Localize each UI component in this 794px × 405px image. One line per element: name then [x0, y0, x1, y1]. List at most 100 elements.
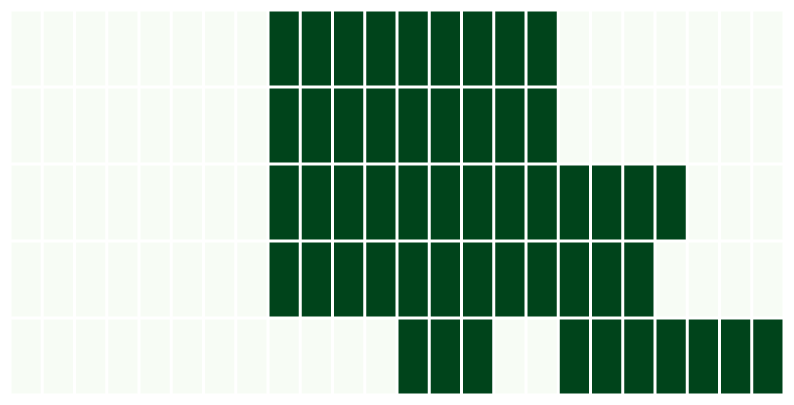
heatmap-cell-r0-c15 [495, 11, 525, 86]
heatmap-cell-r1-c1 [43, 88, 73, 163]
heatmap-cell-r4-c21 [688, 319, 718, 394]
heatmap-cell-r4-c18 [592, 319, 622, 394]
heatmap-cell-r3-c21 [688, 242, 718, 317]
heatmap-cell-r3-c22 [721, 242, 751, 317]
heatmap-cell-r4-c12 [398, 319, 428, 394]
heatmap-cell-r2-c14 [463, 165, 493, 240]
heatmap-cell-r4-c10 [334, 319, 364, 394]
heatmap-cell-r4-c7 [237, 319, 267, 394]
heatmap-cell-r2-c20 [656, 165, 686, 240]
heatmap-cell-r1-c16 [527, 88, 557, 163]
heatmap-cell-r1-c6 [205, 88, 235, 163]
heatmap-cell-r1-c18 [592, 88, 622, 163]
heatmap-cell-r0-c18 [592, 11, 622, 86]
heatmap-cell-r2-c4 [140, 165, 170, 240]
heatmap-cell-r4-c17 [559, 319, 589, 394]
heatmap-cell-r3-c11 [366, 242, 396, 317]
heatmap-cell-r4-c0 [11, 319, 41, 394]
heatmap-cell-r2-c5 [172, 165, 202, 240]
heatmap-cell-r0-c14 [463, 11, 493, 86]
heatmap-cell-r0-c8 [269, 11, 299, 86]
heatmap-cell-r1-c9 [301, 88, 331, 163]
heatmap-cell-r2-c16 [527, 165, 557, 240]
heatmap-cell-r2-c7 [237, 165, 267, 240]
heatmap-cell-r4-c11 [366, 319, 396, 394]
heatmap-cell-r4-c1 [43, 319, 73, 394]
heatmap-cell-r0-c22 [721, 11, 751, 86]
heatmap-cell-r4-c9 [301, 319, 331, 394]
heatmap-cell-r2-c10 [334, 165, 364, 240]
heatmap-cell-r2-c2 [76, 165, 106, 240]
heatmap-cell-r1-c4 [140, 88, 170, 163]
heatmap-cell-r0-c17 [559, 11, 589, 86]
heatmap-cell-r3-c17 [559, 242, 589, 317]
heatmap-cell-r0-c11 [366, 11, 396, 86]
heatmap-cell-r2-c18 [592, 165, 622, 240]
heatmap-cell-r3-c20 [656, 242, 686, 317]
heatmap-cell-r1-c17 [559, 88, 589, 163]
heatmap-cell-r0-c21 [688, 11, 718, 86]
heatmap-cell-r4-c14 [463, 319, 493, 394]
heatmap-cell-r3-c9 [301, 242, 331, 317]
heatmap-cell-r3-c1 [43, 242, 73, 317]
heatmap-cell-r4-c13 [430, 319, 460, 394]
heatmap-cell-r2-c0 [11, 165, 41, 240]
heatmap-cell-r1-c21 [688, 88, 718, 163]
heatmap-cell-r1-c14 [463, 88, 493, 163]
heatmap-cell-r4-c22 [721, 319, 751, 394]
heatmap-cell-r0-c3 [108, 11, 138, 86]
heatmap-cell-r0-c20 [656, 11, 686, 86]
heatmap-cell-r1-c15 [495, 88, 525, 163]
heatmap-cell-r2-c8 [269, 165, 299, 240]
heatmap-cell-r4-c20 [656, 319, 686, 394]
heatmap-cell-r1-c2 [76, 88, 106, 163]
heatmap-cell-r0-c5 [172, 11, 202, 86]
heatmap-cell-r0-c7 [237, 11, 267, 86]
heatmap-cell-r2-c11 [366, 165, 396, 240]
heatmap-cell-r3-c8 [269, 242, 299, 317]
heatmap-cell-r3-c3 [108, 242, 138, 317]
heatmap-cell-r3-c10 [334, 242, 364, 317]
heatmap-cell-r1-c22 [721, 88, 751, 163]
heatmap-cell-r4-c2 [76, 319, 106, 394]
heatmap-cell-r4-c6 [205, 319, 235, 394]
heatmap-cell-r0-c0 [11, 11, 41, 86]
heatmap-cell-r1-c10 [334, 88, 364, 163]
heatmap-cell-r4-c5 [172, 319, 202, 394]
heatmap-cell-r2-c22 [721, 165, 751, 240]
heatmap-cell-r3-c4 [140, 242, 170, 317]
heatmap-cell-r4-c19 [624, 319, 654, 394]
heatmap-cell-r4-c16 [527, 319, 557, 394]
heatmap-cell-r3-c19 [624, 242, 654, 317]
heatmap-cell-r0-c23 [753, 11, 783, 86]
heatmap-cell-r3-c0 [11, 242, 41, 317]
heatmap-cell-r3-c13 [430, 242, 460, 317]
heatmap-cell-r0-c13 [430, 11, 460, 86]
heatmap-cell-r4-c8 [269, 319, 299, 394]
heatmap-cell-r4-c23 [753, 319, 783, 394]
heatmap-cell-r2-c13 [430, 165, 460, 240]
heatmap-cell-r1-c0 [11, 88, 41, 163]
heatmap-cell-r3-c15 [495, 242, 525, 317]
heatmap-cell-r0-c16 [527, 11, 557, 86]
heatmap-cell-r3-c7 [237, 242, 267, 317]
heatmap-cell-r1-c13 [430, 88, 460, 163]
heatmap-cell-r2-c1 [43, 165, 73, 240]
heatmap-cell-r3-c16 [527, 242, 557, 317]
heatmap-cell-r2-c12 [398, 165, 428, 240]
heatmap-cell-r2-c19 [624, 165, 654, 240]
heatmap-cell-r1-c11 [366, 88, 396, 163]
heatmap-cell-r1-c12 [398, 88, 428, 163]
heatmap-cell-r0-c4 [140, 11, 170, 86]
heatmap-cell-r0-c9 [301, 11, 331, 86]
heatmap-cell-r3-c14 [463, 242, 493, 317]
heatmap-cell-r2-c23 [753, 165, 783, 240]
heatmap-cell-r1-c19 [624, 88, 654, 163]
heatmap-cell-r1-c7 [237, 88, 267, 163]
heatmap-cell-r0-c2 [76, 11, 106, 86]
heatmap-cell-r4-c3 [108, 319, 138, 394]
heatmap-cell-r3-c2 [76, 242, 106, 317]
heatmap-cell-r1-c3 [108, 88, 138, 163]
heatmap-cell-r3-c23 [753, 242, 783, 317]
